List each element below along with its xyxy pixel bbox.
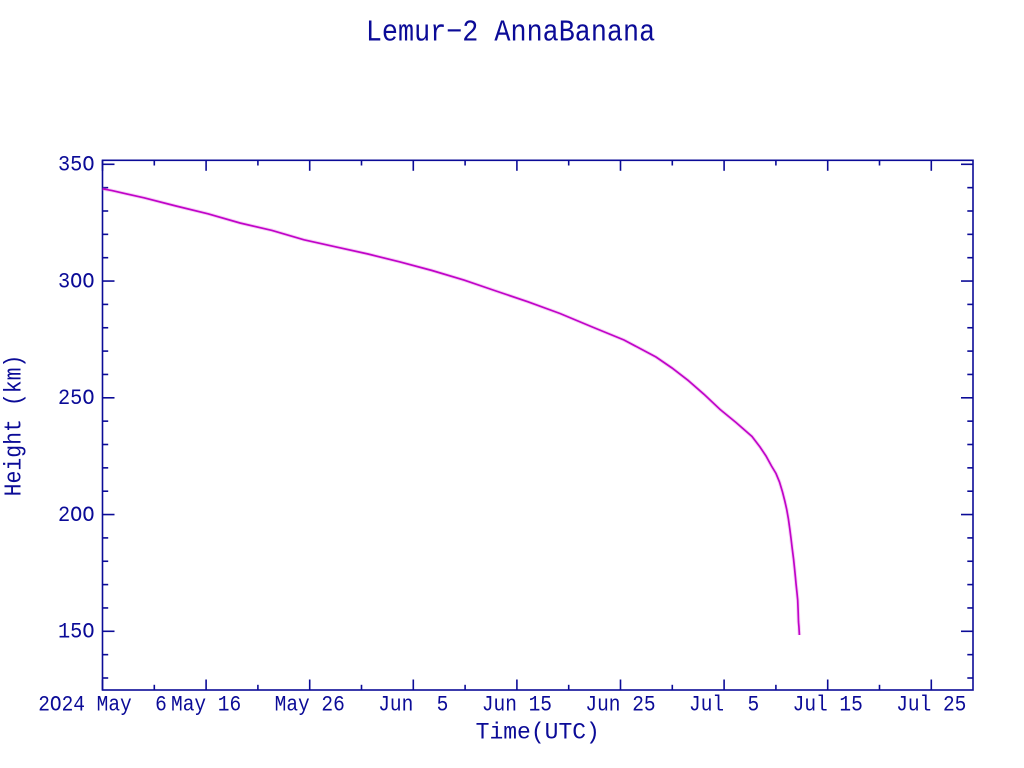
svg-text:Jun 25: Jun 25 xyxy=(585,693,655,717)
svg-text:Lemur−2 AnnaBanana: Lemur−2 AnnaBanana xyxy=(366,15,655,50)
svg-text:2O24 May 6: 2O24 May 6 xyxy=(38,693,167,717)
svg-text:May 26: May 26 xyxy=(275,693,345,717)
svg-text:Jun 15: Jun 15 xyxy=(482,693,552,717)
svg-text:25O: 25O xyxy=(58,386,95,411)
svg-text:15O: 15O xyxy=(58,620,95,645)
svg-text:Jul 25: Jul 25 xyxy=(896,693,966,717)
svg-text:Height (km): Height (km) xyxy=(0,355,27,497)
svg-text:2OO: 2OO xyxy=(58,503,95,528)
svg-text:Jun 5: Jun 5 xyxy=(378,693,448,717)
svg-text:May 16: May 16 xyxy=(171,693,241,717)
svg-text:35O: 35O xyxy=(58,153,95,178)
svg-text:Jul 15: Jul 15 xyxy=(793,693,863,717)
svg-text:3OO: 3OO xyxy=(58,269,95,294)
svg-text:Jul 5: Jul 5 xyxy=(689,693,759,717)
svg-text:Time(UTC): Time(UTC) xyxy=(476,719,600,745)
